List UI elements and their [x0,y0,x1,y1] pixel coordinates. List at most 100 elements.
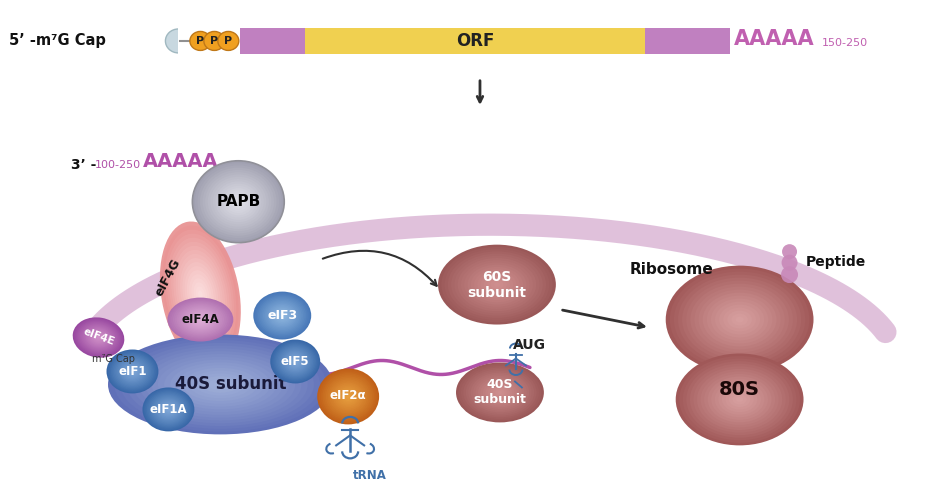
Text: eIF4G: eIF4G [153,257,183,298]
Ellipse shape [280,348,310,375]
Ellipse shape [473,374,527,411]
Ellipse shape [729,392,750,407]
Text: eIF3: eIF3 [268,309,297,322]
Ellipse shape [164,360,277,409]
Ellipse shape [81,324,116,351]
Ellipse shape [183,368,257,401]
Ellipse shape [236,199,241,204]
Ellipse shape [206,172,271,231]
Ellipse shape [495,389,505,396]
Ellipse shape [477,271,517,298]
Ellipse shape [344,393,352,399]
Ellipse shape [121,362,144,381]
Ellipse shape [732,394,746,404]
Ellipse shape [715,302,764,338]
Ellipse shape [456,363,544,422]
Ellipse shape [269,305,295,326]
Ellipse shape [676,353,804,445]
Ellipse shape [279,313,285,318]
Ellipse shape [177,365,264,404]
Ellipse shape [127,343,314,426]
Ellipse shape [147,391,190,428]
Ellipse shape [682,359,796,440]
Ellipse shape [481,274,513,295]
Ellipse shape [342,390,355,403]
Ellipse shape [330,380,367,414]
Ellipse shape [167,234,234,355]
Ellipse shape [179,305,222,334]
Ellipse shape [124,364,141,379]
Ellipse shape [112,354,153,389]
Ellipse shape [80,323,118,352]
Ellipse shape [213,179,264,225]
Ellipse shape [707,377,771,422]
Text: AAAAA: AAAAA [733,29,814,49]
Ellipse shape [111,353,154,390]
Ellipse shape [320,372,376,421]
Ellipse shape [200,168,277,236]
Ellipse shape [444,249,549,320]
Ellipse shape [191,313,209,326]
Ellipse shape [190,312,211,327]
Ellipse shape [122,363,143,380]
Ellipse shape [338,387,358,406]
Ellipse shape [287,354,304,369]
Ellipse shape [491,280,504,289]
Ellipse shape [448,251,546,318]
Ellipse shape [723,308,756,331]
Text: 100-250: 100-250 [94,160,141,170]
Ellipse shape [207,379,232,390]
Ellipse shape [294,360,296,363]
Ellipse shape [207,174,269,229]
Ellipse shape [77,321,120,354]
Ellipse shape [143,387,194,432]
Ellipse shape [218,32,239,51]
Ellipse shape [120,340,320,429]
Ellipse shape [89,330,108,346]
Ellipse shape [176,250,225,339]
Ellipse shape [278,312,287,320]
Ellipse shape [711,298,769,341]
Ellipse shape [210,177,267,227]
Ellipse shape [130,369,135,374]
Ellipse shape [686,361,793,438]
Ellipse shape [218,184,258,220]
Ellipse shape [173,246,227,343]
Ellipse shape [127,366,138,376]
Ellipse shape [474,269,519,300]
Text: PAPB: PAPB [216,194,260,209]
Ellipse shape [108,351,157,392]
Ellipse shape [108,334,332,434]
Ellipse shape [468,265,526,305]
Ellipse shape [328,378,369,415]
Ellipse shape [223,188,254,215]
Ellipse shape [181,258,220,331]
Text: 40S subunit: 40S subunit [175,376,286,394]
Ellipse shape [154,397,182,422]
Ellipse shape [204,32,225,51]
Bar [241,28,306,54]
Ellipse shape [461,366,539,419]
Ellipse shape [165,229,236,360]
Ellipse shape [497,391,503,394]
Ellipse shape [455,256,540,313]
Text: Ribosome: Ribosome [630,262,714,277]
Ellipse shape [131,370,134,373]
Ellipse shape [719,384,761,415]
Circle shape [781,266,798,283]
Ellipse shape [119,361,145,382]
Ellipse shape [470,372,530,413]
Ellipse shape [156,399,181,420]
Ellipse shape [265,301,300,330]
Text: eIF1: eIF1 [119,365,146,378]
Ellipse shape [233,197,244,206]
Ellipse shape [285,353,305,370]
Ellipse shape [319,370,378,423]
Ellipse shape [273,342,318,381]
Ellipse shape [194,316,206,323]
Ellipse shape [343,392,354,401]
Ellipse shape [715,382,765,417]
Ellipse shape [93,333,105,342]
Ellipse shape [258,295,307,335]
Ellipse shape [669,269,809,370]
